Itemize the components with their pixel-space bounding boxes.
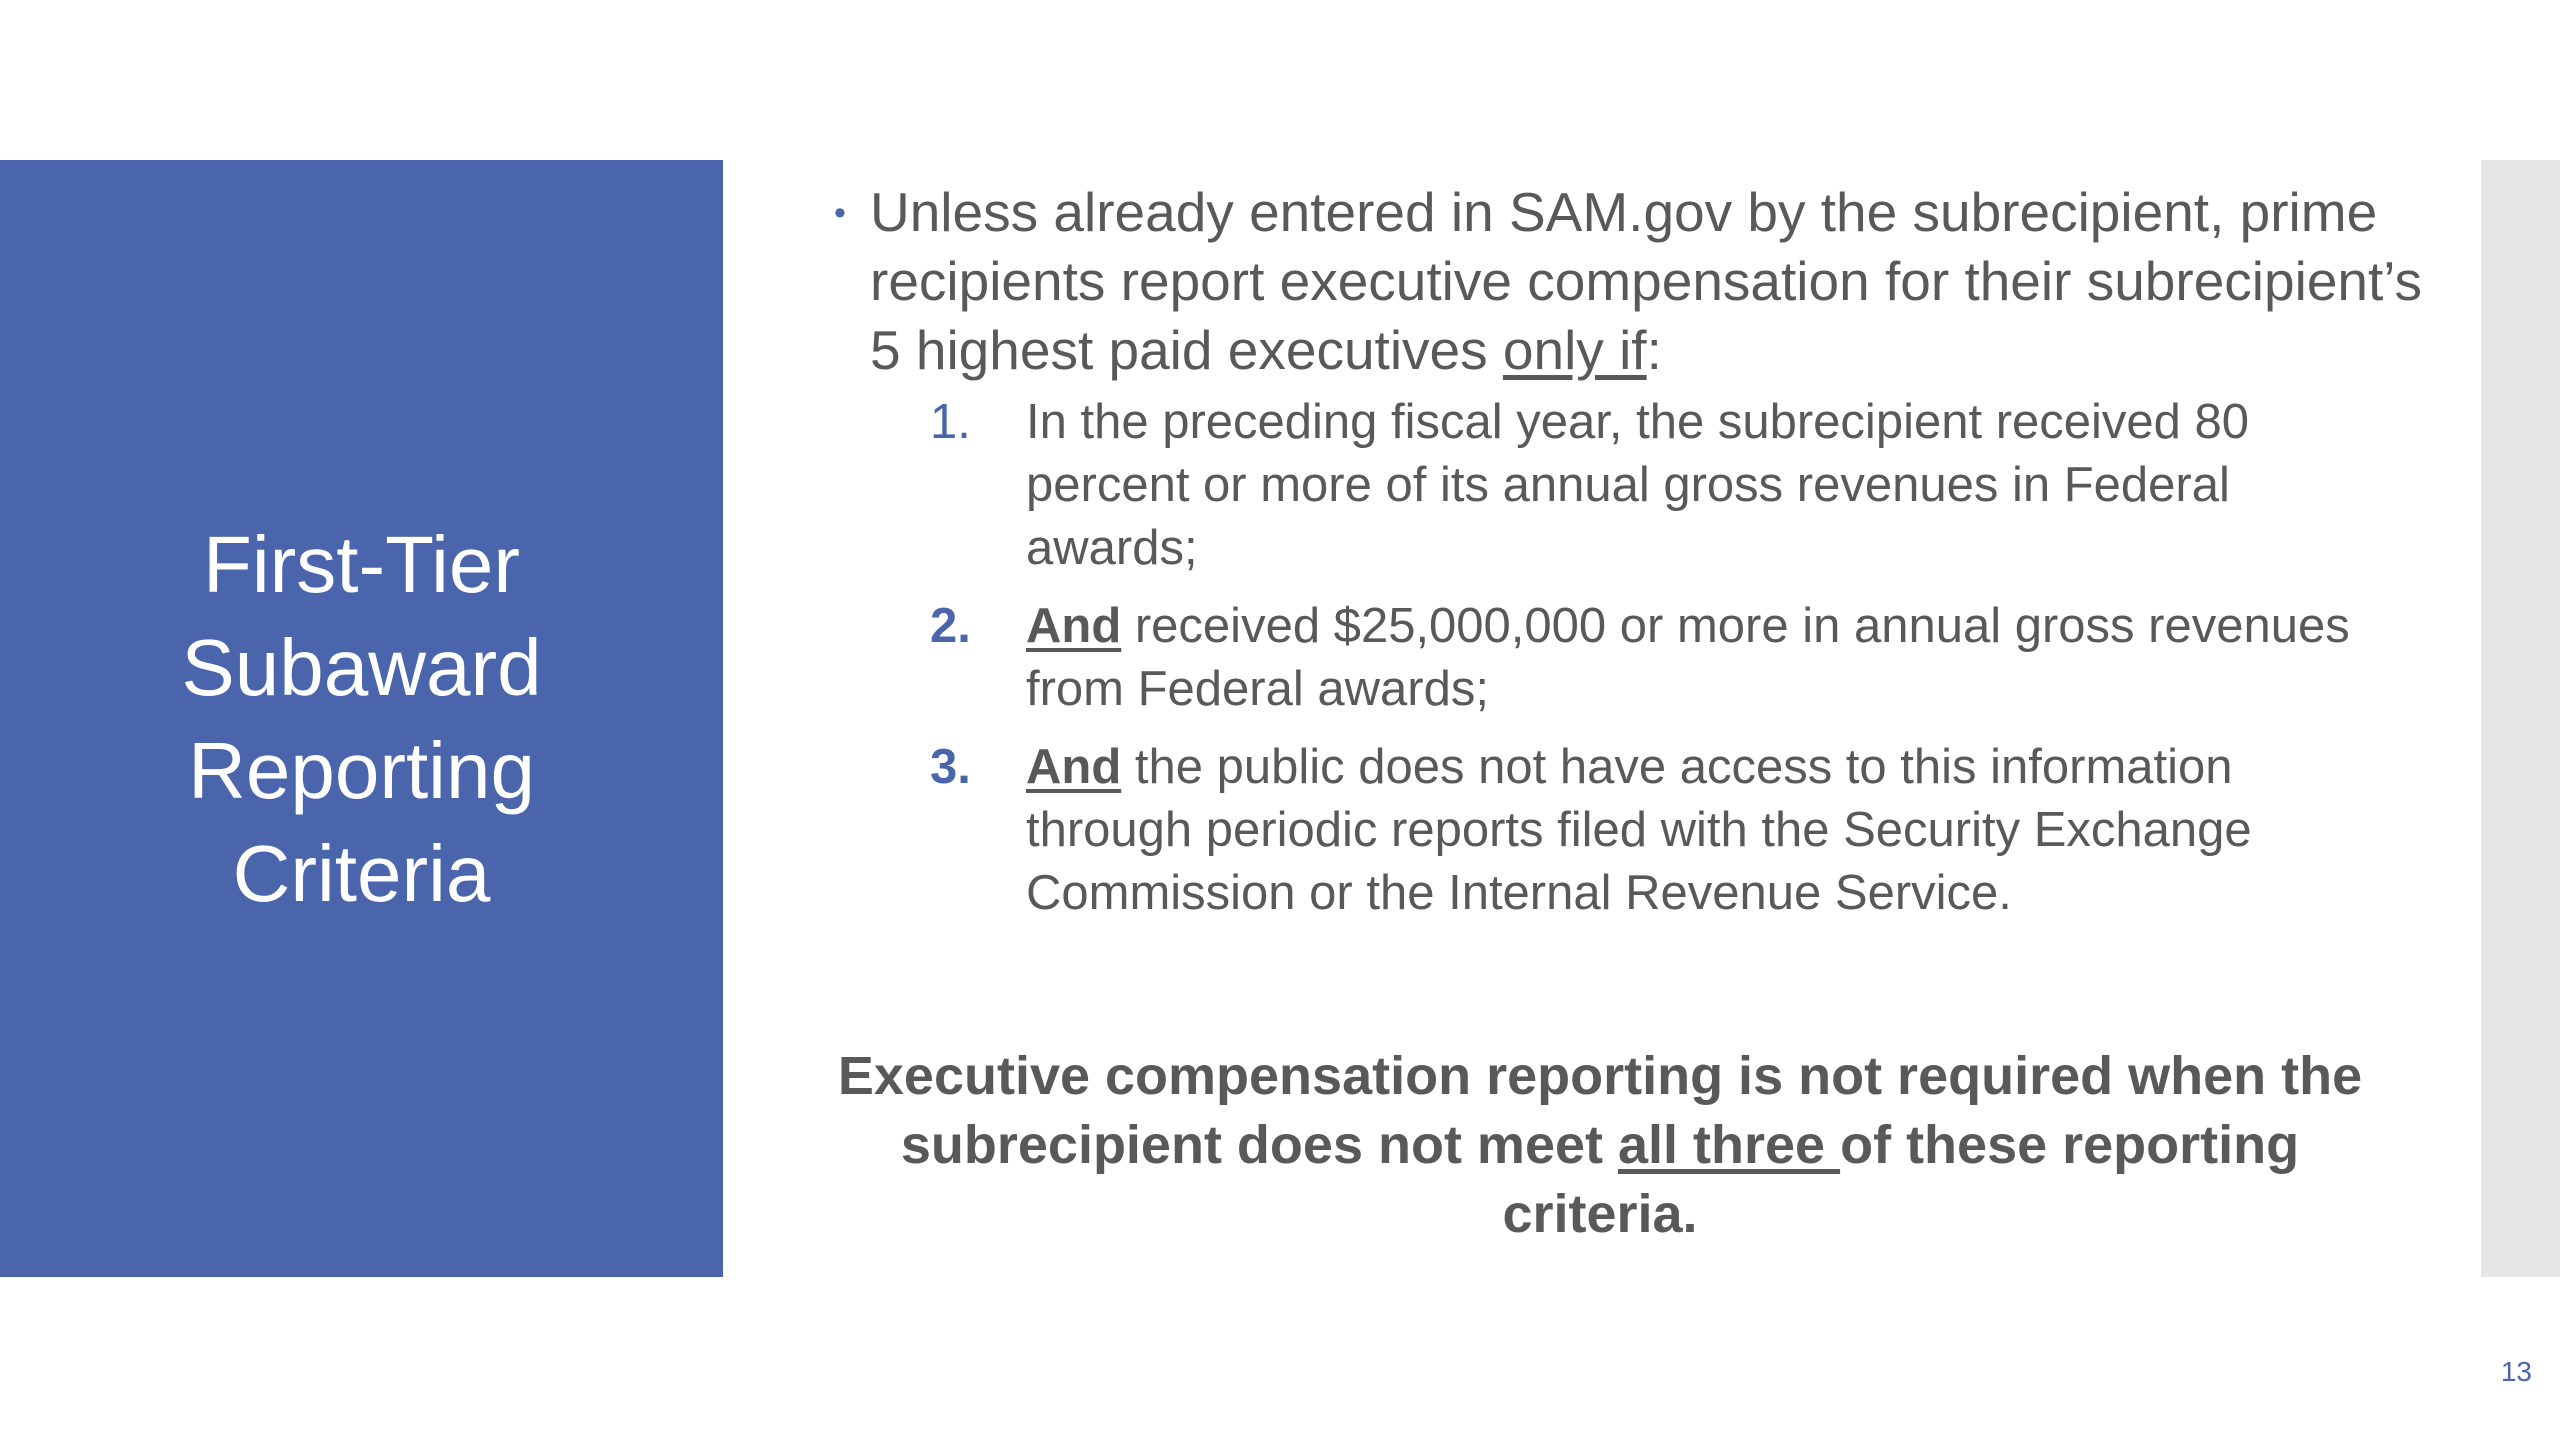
slide-content: • Unless already entered in SAM.gov by t…: [830, 178, 2430, 940]
criteria-number: 2.: [930, 599, 971, 653]
criteria-text: And the public does not have access to t…: [1026, 736, 2406, 925]
criteria-body: In the preceding fiscal year, the subrec…: [1026, 395, 2250, 575]
title-line: Subaward: [181, 622, 542, 712]
bullet-emphasis: only if: [1502, 319, 1647, 381]
summary-after: of these reporting criteria.: [1502, 1115, 2300, 1244]
criteria-text: In the preceding fiscal year, the subrec…: [1026, 391, 2406, 580]
main-bullet: • Unless already entered in SAM.gov by t…: [830, 178, 2430, 385]
criteria-item: 1. In the preceding fiscal year, the sub…: [930, 391, 2430, 580]
title-line: Reporting: [188, 725, 535, 815]
title-panel: First-Tier Subaward Reporting Criteria: [0, 160, 723, 1277]
criteria-number: 1.: [930, 395, 971, 449]
bullet-dot-icon: •: [834, 194, 846, 232]
bullet-text-after: :: [1646, 319, 1662, 381]
criteria-lead: And: [1026, 740, 1122, 794]
slide-title: First-Tier Subaward Reporting Criteria: [62, 513, 662, 925]
criteria-item: 2. And received $25,000,000 or more in a…: [930, 595, 2430, 721]
criteria-item: 3. And the public does not have access t…: [930, 736, 2430, 925]
summary-statement: Executive compensation reporting is not …: [830, 1042, 2370, 1249]
page-number: 13: [2500, 1356, 2532, 1387]
summary-emphasis: all three: [1618, 1115, 1841, 1175]
criteria-lead: And: [1026, 599, 1122, 653]
criteria-body: received $25,000,000 or more in annual g…: [1026, 599, 2350, 716]
criteria-list: 1. In the preceding fiscal year, the sub…: [930, 391, 2430, 925]
criteria-text: And received $25,000,000 or more in annu…: [1026, 595, 2406, 721]
main-bullet-text: Unless already entered in SAM.gov by the…: [870, 178, 2430, 385]
bullet-text-before: Unless already entered in SAM.gov by the…: [870, 181, 2423, 381]
title-line: Criteria: [232, 828, 491, 918]
criteria-body: the public does not have access to this …: [1026, 740, 2252, 920]
title-line: First-Tier: [203, 519, 520, 609]
summary-before: Executive compensation reporting is not …: [837, 1046, 2363, 1175]
side-decoration-bar: [2481, 160, 2560, 1277]
criteria-number: 3.: [930, 740, 971, 794]
